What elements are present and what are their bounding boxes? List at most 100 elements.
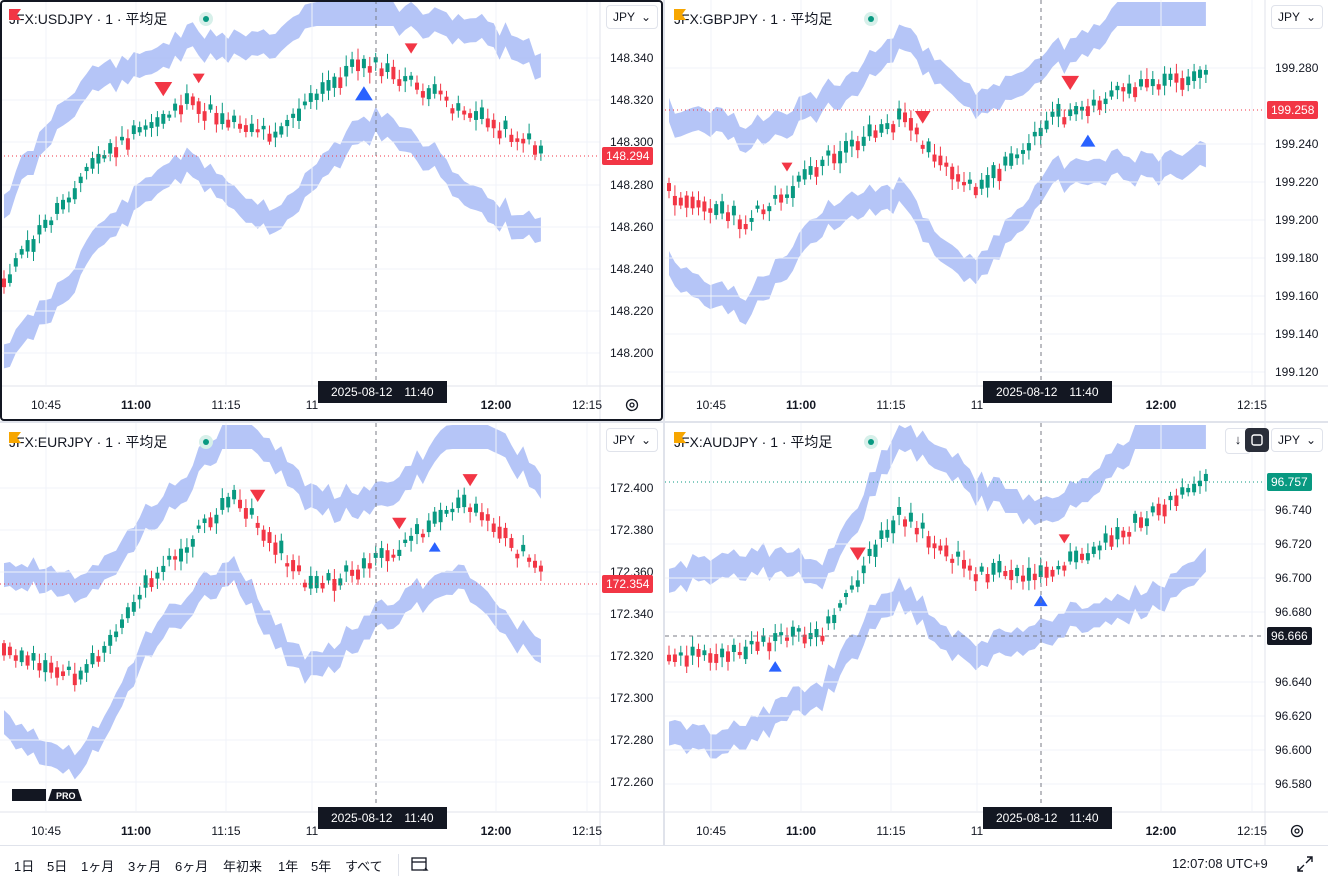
status-dot-icon — [199, 12, 214, 26]
symbol-legend[interactable]: JFX:GBPJPY · 1 · 平均足 — [674, 9, 879, 29]
candle-body — [926, 141, 931, 153]
candle-body — [814, 167, 819, 177]
candle-body — [973, 574, 978, 582]
last-price-tag: 199.258 — [1267, 101, 1319, 119]
currency-selector[interactable]: JPY ⌄ — [1271, 5, 1323, 29]
candle-body — [785, 194, 789, 198]
candle-body — [932, 543, 937, 549]
chart-pane-usdjpy[interactable]: JFX:USDJPY · 1 · 平均足 JPY ⌄ 148.340 148.320 1… — [0, 0, 663, 421]
period-1d[interactable]: 1日 — [14, 859, 35, 874]
period-1m[interactable]: 1ヶ月 — [81, 859, 115, 874]
candle-body — [678, 652, 683, 656]
candle-body — [1133, 87, 1138, 98]
candle-body — [155, 117, 160, 127]
period-3m[interactable]: 3ヶ月 — [128, 859, 162, 874]
candle-body — [367, 563, 372, 569]
symbol-title[interactable]: JFX:AUDJPY · 1 · 平均足 — [674, 434, 833, 450]
band-area — [4, 2, 541, 219]
candle-body — [844, 593, 848, 598]
clock[interactable]: 12:07:08 UTC+9 — [1172, 856, 1268, 871]
flag-icon[interactable] — [9, 432, 185, 448]
chart-canvas[interactable] — [665, 423, 1328, 845]
period-5d[interactable]: 5日 — [47, 859, 68, 874]
chart-pane-gbpjpy[interactable]: JFX:GBPJPY · 1 · 平均足 JPY ⌄ 199.280 199.240 1… — [665, 0, 1328, 421]
symbol-legend[interactable]: JFX:USDJPY · 1 · 平均足 — [9, 9, 214, 29]
candle-body — [926, 536, 931, 548]
candle-body — [415, 82, 419, 90]
candle-body — [167, 114, 172, 118]
candle-body — [1139, 79, 1143, 87]
period-ytd[interactable]: 年初来 — [223, 859, 263, 874]
candle-body — [108, 634, 113, 646]
candle-body — [1050, 569, 1055, 577]
currency-selector[interactable]: JPY ⌄ — [1271, 428, 1323, 452]
candle-body — [761, 209, 766, 215]
flag-icon[interactable] — [674, 9, 850, 25]
candle-body — [361, 58, 366, 69]
symbol-legend[interactable]: JFX:AUDJPY · 1 · 平均足 — [674, 432, 879, 452]
candle-body — [903, 519, 907, 527]
sync-icon[interactable] — [1245, 428, 1269, 452]
currency-selector[interactable]: JPY ⌄ — [606, 5, 658, 29]
pane-divider-horizontal[interactable] — [0, 421, 1328, 423]
svg-text:PRO: PRO — [56, 791, 76, 801]
time-tick-label: 12:15 — [1236, 398, 1268, 412]
candle-body — [956, 551, 961, 557]
flag-icon[interactable] — [9, 9, 185, 25]
period-6m[interactable]: 6ヶ月 — [175, 859, 209, 874]
time-tick-label: 11:00 — [120, 824, 152, 838]
candle-body — [426, 88, 431, 100]
candle-body — [1144, 78, 1149, 88]
candle-body — [527, 133, 532, 140]
candle-body — [220, 113, 225, 125]
symbol-title[interactable]: JFX:GBPJPY · 1 · 平均足 — [674, 11, 833, 27]
price-tick-label: 96.700 — [1275, 571, 1312, 585]
sell-signal-marker — [154, 81, 173, 97]
symbol-legend[interactable]: JFX:EURJPY · 1 · 平均足 — [9, 432, 214, 452]
period-all[interactable]: すべて — [345, 859, 383, 874]
candle-body — [356, 59, 360, 72]
price-tick-label: 199.140 — [1275, 327, 1319, 341]
candle-body — [767, 642, 772, 652]
candle-body — [1038, 565, 1043, 578]
candle-body — [914, 527, 919, 535]
candle-body — [255, 522, 260, 528]
chart-canvas[interactable] — [0, 0, 663, 421]
chart-pane-audjpy[interactable]: JFX:AUDJPY · 1 · 平均足 JPY ⌄ ↓ 96.740 96.720 96… — [665, 423, 1328, 845]
candle-body — [491, 119, 496, 129]
candle-body — [120, 136, 124, 141]
chart-pane-eurjpy[interactable]: JFX:EURJPY · 1 · 平均足 JPY ⌄ 172.400 172.380 1… — [0, 423, 663, 845]
candle-body — [790, 186, 795, 199]
candle-body — [726, 651, 730, 662]
candle-body — [985, 175, 990, 188]
candle-body — [114, 147, 119, 158]
price-tick-label: 96.740 — [1275, 503, 1312, 517]
period-5y[interactable]: 5年 — [311, 859, 332, 874]
candle-body — [173, 556, 178, 560]
chart-canvas[interactable] — [665, 0, 1328, 421]
currency-selector[interactable]: JPY ⌄ — [606, 428, 658, 452]
chart-canvas[interactable] — [0, 423, 663, 845]
time-tick-label: 11:00 — [785, 398, 817, 412]
symbol-title[interactable]: JFX:EURJPY · 1 · 平均足 — [9, 434, 168, 450]
sell-signal-marker — [192, 73, 205, 84]
candle-body — [1109, 90, 1114, 97]
price-tick-label: 96.580 — [1275, 777, 1312, 791]
period-1y[interactable]: 1年 — [278, 859, 299, 874]
fullscreen-icon[interactable] — [1296, 855, 1314, 876]
flag-icon[interactable] — [674, 432, 850, 448]
candle-body — [491, 523, 496, 532]
symbol-title[interactable]: JFX:USDJPY · 1 · 平均足 — [9, 11, 168, 27]
candle-body — [914, 127, 919, 135]
candle-body — [190, 539, 195, 547]
candle-body — [403, 539, 408, 544]
candle-body — [808, 166, 813, 175]
band-area — [669, 2, 1206, 153]
candle-body — [96, 656, 101, 662]
candle-body — [1144, 518, 1149, 527]
candle-body — [1056, 565, 1061, 570]
candle-body — [78, 176, 83, 184]
compare-icon[interactable] — [410, 854, 430, 877]
candle-body — [973, 186, 978, 196]
candle-body — [267, 133, 272, 142]
